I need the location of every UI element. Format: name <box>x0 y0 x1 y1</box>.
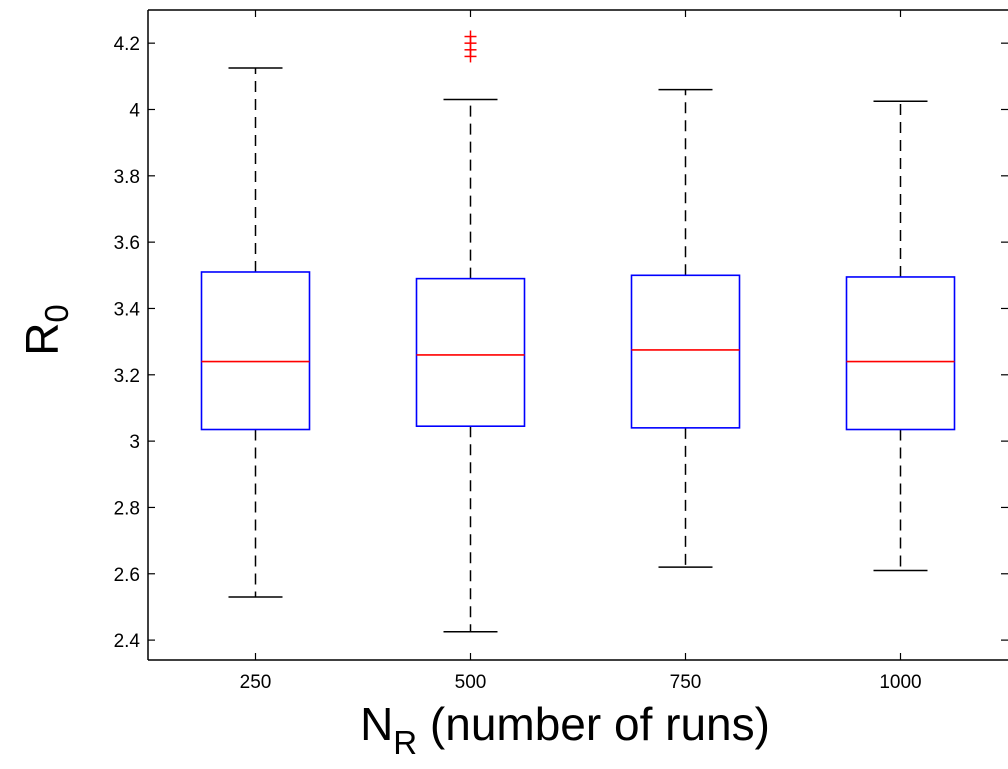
box-1000 <box>845 100 956 572</box>
y-tick-label: 3.8 <box>114 167 140 188</box>
box-250 <box>200 67 311 598</box>
box-iqr <box>845 276 956 431</box>
x-tick-label: 750 <box>670 672 702 693</box>
x-axis-title-main: N <box>360 698 393 750</box>
box-500 <box>415 30 526 633</box>
box-iqr <box>630 274 741 429</box>
y-tick-label: 4.2 <box>114 34 140 55</box>
y-axis: 2.4 2.6 2.8 3 3.2 3.4 3.6 3.8 4 4.2 <box>114 9 1008 660</box>
y-tick-label: 2.6 <box>114 565 140 586</box>
y-axis-title-main: R <box>16 323 68 356</box>
plot-area <box>200 30 956 633</box>
x-tick-label: 1000 <box>879 672 921 693</box>
y-tick-label: 2.8 <box>114 498 140 519</box>
y-axis-title: R0 <box>16 304 75 356</box>
y-tick-label: 4 <box>129 100 140 121</box>
y-tick-label: 3.6 <box>114 233 140 254</box>
y-tick-label: 3 <box>129 432 140 453</box>
box-iqr <box>415 277 526 427</box>
y-tick-label: 2.4 <box>114 631 141 652</box>
y-tick-label: 3.4 <box>114 299 141 320</box>
box-iqr <box>200 271 311 431</box>
y-tick-label: 3.2 <box>114 366 140 387</box>
box-750 <box>630 88 741 568</box>
x-tick-label: 250 <box>240 672 272 693</box>
x-axis-title: NR (number of runs) <box>360 698 770 761</box>
x-axis-title-sub: R <box>393 724 417 761</box>
x-tick-label: 500 <box>455 672 487 693</box>
x-axis: 250 500 750 1000 <box>148 10 1008 693</box>
y-axis-title-sub: 0 <box>38 304 75 322</box>
x-axis-title-rest: (number of runs) <box>417 698 770 750</box>
